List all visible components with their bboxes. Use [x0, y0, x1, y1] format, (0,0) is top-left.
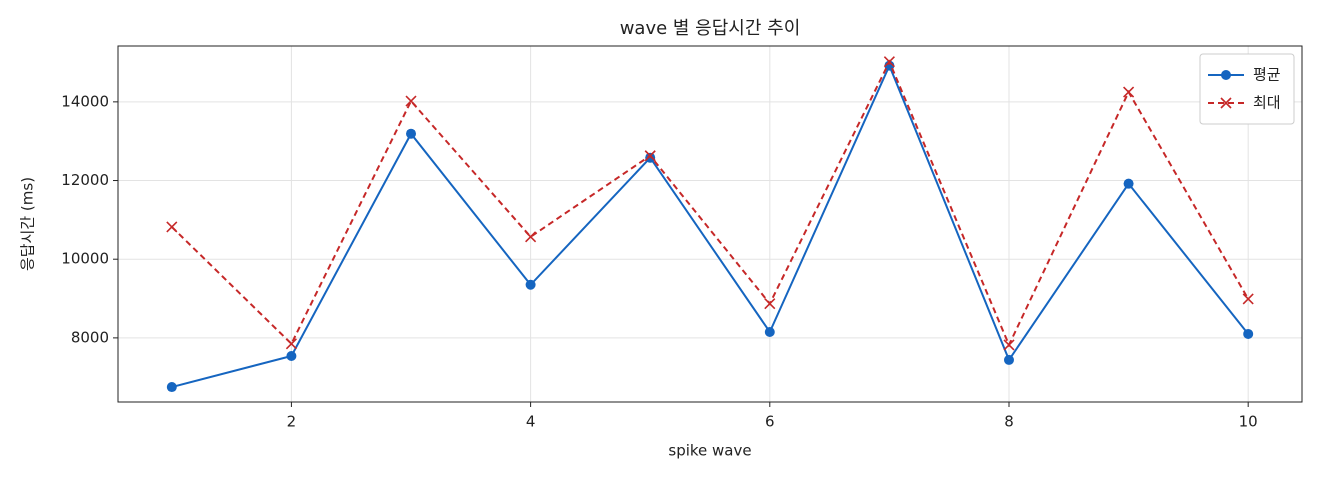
y-axis-label: 응답시간 (ms) — [19, 177, 37, 271]
marker — [1123, 178, 1134, 189]
marker — [645, 152, 656, 163]
y-tick-label: 12000 — [61, 171, 109, 189]
x-axis-label: spike wave — [668, 442, 751, 460]
x-tick-label: 6 — [765, 413, 775, 431]
marker — [1242, 293, 1254, 305]
y-tick-label: 8000 — [71, 328, 109, 346]
marker — [644, 150, 656, 162]
marker — [286, 350, 297, 361]
legend-label: 최대 — [1253, 94, 1281, 112]
marker — [285, 338, 297, 350]
x-tick-label: 8 — [1004, 413, 1014, 431]
marker — [405, 95, 417, 107]
marker — [166, 382, 177, 393]
x-tick-label: 2 — [287, 413, 297, 431]
marker — [166, 221, 178, 233]
marker — [1003, 339, 1015, 351]
legend-box — [1199, 53, 1295, 125]
legend-label: 평균 — [1253, 66, 1281, 84]
marker — [406, 128, 417, 139]
x-tick-label: 10 — [1239, 413, 1258, 431]
marker — [1003, 354, 1014, 365]
marker — [525, 279, 536, 290]
marker — [525, 231, 537, 243]
marker — [1243, 328, 1254, 339]
x-tick-label: 4 — [526, 413, 536, 431]
marker — [1123, 86, 1135, 98]
legend-marker — [1220, 97, 1232, 109]
marker — [883, 56, 895, 68]
series-line — [171, 63, 1249, 389]
marker — [764, 326, 775, 337]
y-tick-label: 14000 — [61, 92, 109, 110]
legend-marker — [1221, 70, 1231, 80]
y-tick-label: 10000 — [61, 250, 109, 268]
marker — [764, 298, 776, 310]
series-line — [171, 59, 1250, 348]
chart-title: wave 별 응답시간 추이 — [620, 18, 801, 39]
plot-frame — [117, 45, 1303, 403]
